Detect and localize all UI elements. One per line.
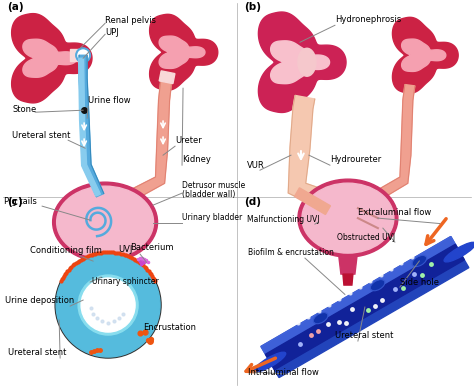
Ellipse shape	[298, 179, 398, 257]
Text: Side hole: Side hole	[400, 278, 439, 287]
Ellipse shape	[413, 256, 426, 266]
Polygon shape	[23, 39, 77, 77]
Polygon shape	[150, 14, 218, 90]
Circle shape	[76, 48, 90, 62]
Polygon shape	[96, 262, 114, 280]
Polygon shape	[99, 280, 111, 292]
Text: Renal pelvis: Renal pelvis	[105, 16, 156, 25]
Ellipse shape	[56, 186, 154, 258]
Text: Conditioning film: Conditioning film	[30, 246, 102, 255]
Text: (a): (a)	[7, 2, 24, 12]
Ellipse shape	[371, 281, 384, 290]
Ellipse shape	[254, 352, 286, 372]
Text: Obstructed UVJ: Obstructed UVJ	[337, 233, 395, 242]
Circle shape	[56, 253, 160, 357]
Text: Urinary sphincter: Urinary sphincter	[92, 277, 159, 286]
Polygon shape	[343, 274, 353, 285]
Text: Kidney: Kidney	[182, 155, 211, 164]
Text: (c): (c)	[7, 197, 23, 207]
Text: Extraluminal flow: Extraluminal flow	[358, 208, 431, 217]
Polygon shape	[79, 58, 100, 196]
Ellipse shape	[53, 182, 157, 262]
Polygon shape	[258, 12, 346, 113]
Polygon shape	[271, 41, 329, 84]
Text: Urine deposition: Urine deposition	[5, 296, 74, 305]
Text: Pig tails: Pig tails	[4, 197, 37, 206]
Polygon shape	[401, 39, 446, 71]
Polygon shape	[159, 71, 175, 83]
Ellipse shape	[314, 314, 327, 323]
Text: Stone: Stone	[12, 105, 36, 114]
Text: Biofilm & encrustation: Biofilm & encrustation	[248, 248, 334, 257]
Polygon shape	[288, 95, 334, 211]
Polygon shape	[128, 81, 172, 201]
Polygon shape	[367, 85, 415, 204]
Circle shape	[78, 275, 138, 335]
Text: UVJ: UVJ	[118, 245, 132, 254]
Polygon shape	[70, 49, 83, 61]
Text: Ureteral stent: Ureteral stent	[335, 331, 393, 340]
Polygon shape	[294, 188, 330, 215]
Text: (bladder wall): (bladder wall)	[182, 190, 236, 199]
Polygon shape	[159, 36, 205, 68]
Text: Detrusor muscle: Detrusor muscle	[182, 181, 245, 190]
Polygon shape	[261, 237, 469, 378]
Text: (b): (b)	[244, 2, 261, 12]
Text: Malfunctioning UVJ: Malfunctioning UVJ	[247, 215, 319, 224]
Text: Encrustation: Encrustation	[143, 323, 196, 332]
Polygon shape	[265, 244, 465, 370]
Text: UPJ: UPJ	[105, 28, 119, 37]
Text: Intraluminal flow: Intraluminal flow	[248, 368, 319, 377]
Text: Urine flow: Urine flow	[88, 96, 131, 105]
Polygon shape	[12, 14, 92, 103]
Ellipse shape	[298, 48, 316, 76]
Text: Ureteral stent: Ureteral stent	[8, 348, 66, 357]
Polygon shape	[79, 55, 104, 197]
Text: Bacterium: Bacterium	[130, 243, 173, 252]
Polygon shape	[392, 17, 458, 93]
Ellipse shape	[302, 183, 394, 253]
Text: Ureter: Ureter	[175, 136, 202, 145]
Text: Ureteral stent: Ureteral stent	[12, 131, 71, 140]
Text: Urinary bladder: Urinary bladder	[182, 213, 242, 222]
Text: Hydronephrosis: Hydronephrosis	[335, 15, 401, 24]
Polygon shape	[261, 237, 457, 357]
Text: VUR: VUR	[247, 161, 265, 170]
Circle shape	[81, 278, 135, 332]
Circle shape	[55, 252, 161, 358]
Text: (d): (d)	[244, 197, 261, 207]
Ellipse shape	[444, 242, 474, 262]
Polygon shape	[339, 257, 357, 274]
Text: Hydroureter: Hydroureter	[330, 155, 381, 164]
